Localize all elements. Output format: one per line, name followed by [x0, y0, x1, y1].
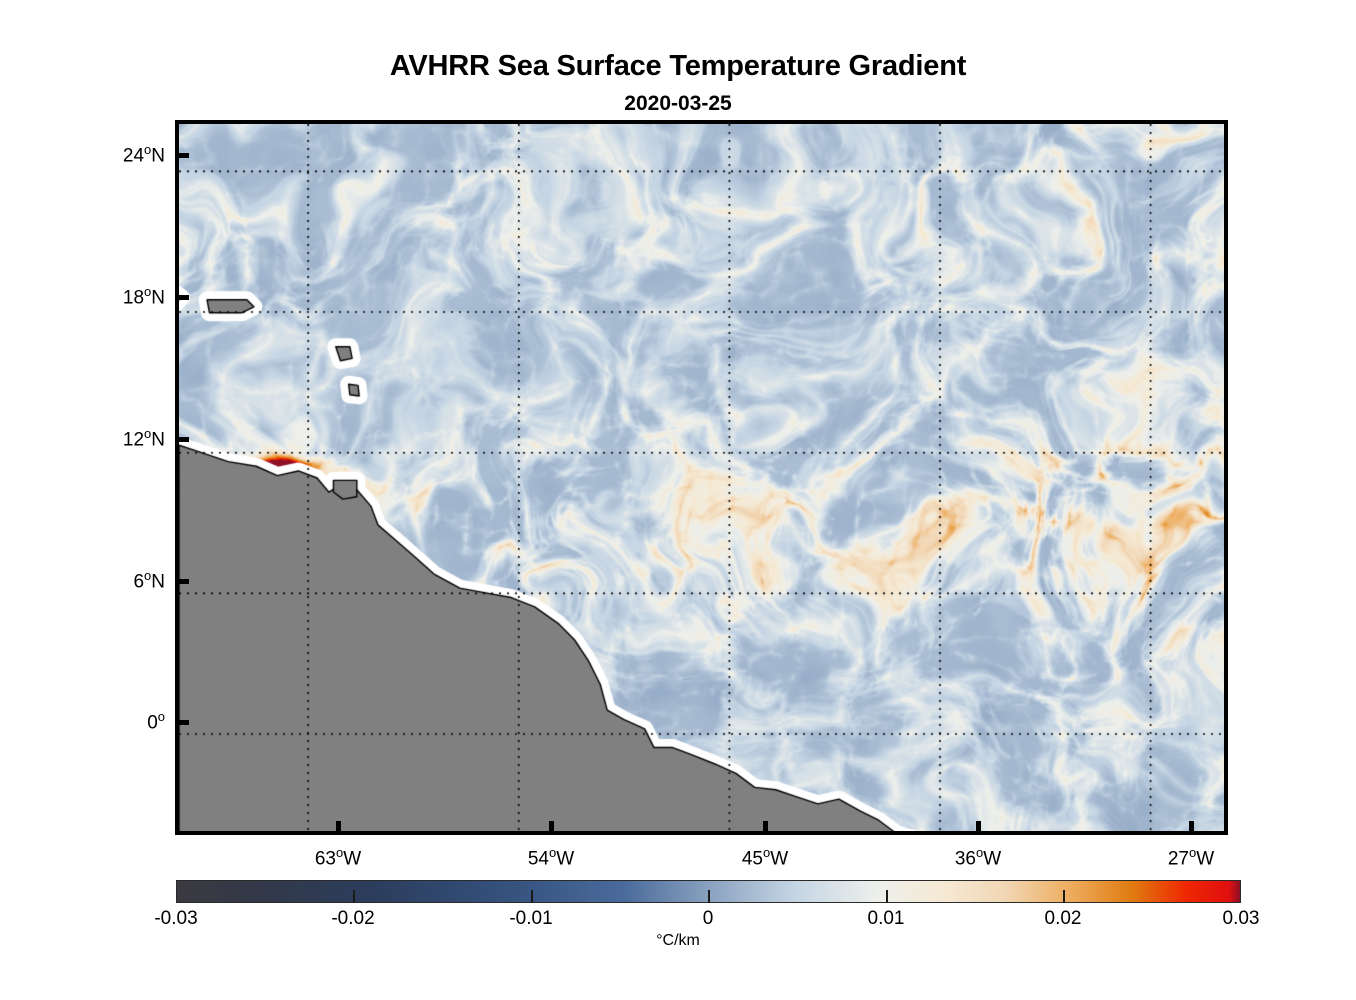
colorbar-tick-mark [353, 890, 355, 903]
y-tick-label: 12oN [122, 426, 165, 451]
colorbar-tick-mark [1063, 890, 1065, 903]
y-tick-mark [177, 579, 189, 584]
x-tick-mark [976, 821, 981, 833]
colorbar-tick-label: -0.01 [509, 908, 553, 929]
figure-subtitle: 2020-03-25 [624, 92, 732, 115]
y-tick-mark [177, 720, 189, 725]
x-tick-label: 27oW [1167, 845, 1215, 870]
colorbar-tick-mark [708, 890, 710, 903]
colorbar-units-label: °C/km [656, 932, 700, 949]
y-tick-label: 6oN [133, 568, 165, 593]
graticule-gridlines [179, 124, 1224, 831]
colorbar-tick-label: -0.02 [331, 908, 375, 929]
y-tick-label: 0o [147, 709, 165, 734]
x-tick-label: 36oW [954, 845, 1002, 870]
colorbar-tick-label: 0.02 [1044, 908, 1082, 929]
colorbar [176, 880, 1241, 903]
y-tick-label: 24oN [122, 142, 165, 167]
colorbar-tick-mark [886, 890, 888, 903]
x-tick-label: 54oW [527, 845, 575, 870]
x-tick-label: 63oW [314, 845, 362, 870]
colorbar-tick-mark [531, 890, 533, 903]
y-tick-mark [177, 437, 189, 442]
colorbar-tick-label: -0.03 [154, 908, 198, 929]
x-tick-mark [549, 821, 554, 833]
figure-title: AVHRR Sea Surface Temperature Gradient [389, 50, 967, 82]
x-tick-label: 45oW [741, 845, 789, 870]
map-plot-area [175, 120, 1228, 835]
colorbar-tick-label: 0.03 [1222, 908, 1260, 929]
x-tick-mark [763, 821, 768, 833]
y-tick-label: 18oN [122, 284, 165, 309]
x-tick-mark [1189, 821, 1194, 833]
y-tick-mark [177, 153, 189, 158]
colorbar-tick-label: 0 [702, 908, 714, 929]
colorbar-tick-label: 0.01 [867, 908, 905, 929]
y-tick-mark [177, 295, 189, 300]
x-tick-mark [336, 821, 341, 833]
